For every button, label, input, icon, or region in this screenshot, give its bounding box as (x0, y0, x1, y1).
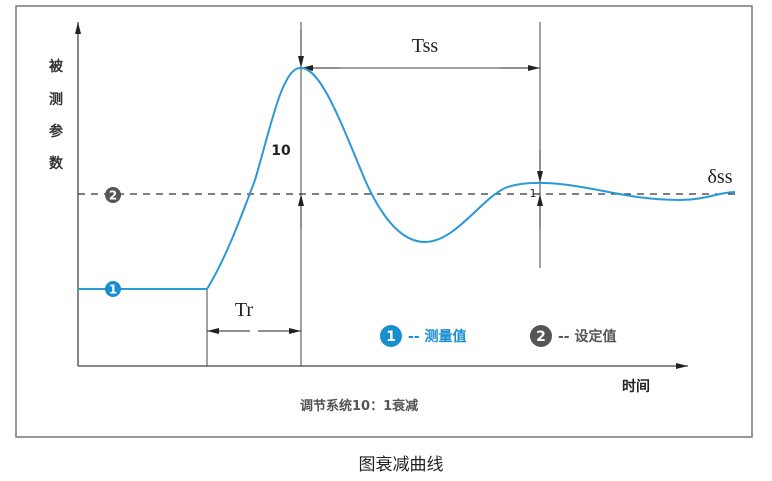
svg-text:1: 1 (386, 329, 396, 345)
svg-text:-- 测量值: -- 测量值 (408, 328, 467, 345)
y-axis-label-char: 数 (49, 155, 64, 172)
measured-curve (78, 66, 736, 290)
subtitle: 调节系统10：1衰减 (300, 398, 418, 414)
measured-marker: 1 (105, 281, 121, 297)
second-amplitude-label: 1 (530, 187, 537, 200)
tss-label: Tss (412, 35, 439, 57)
delta-ss-label: δss (708, 166, 733, 188)
caption: 图衰减曲线 (359, 455, 444, 474)
svg-text:1: 1 (109, 283, 117, 297)
setpoint-marker: 2 (105, 187, 121, 203)
legend-measured: 1 -- 测量值 (380, 325, 467, 347)
y-axis-label-char: 测 (49, 91, 63, 108)
y-axis-label-char: 被 (49, 58, 64, 75)
svg-text:-- 设定值: -- 设定值 (558, 328, 617, 345)
svg-text:2: 2 (536, 329, 546, 345)
x-axis-label: 时间 (622, 378, 650, 395)
tr-label: Tr (235, 299, 254, 321)
svg-text:2: 2 (109, 189, 117, 203)
legend-setpoint: 2 -- 设定值 (530, 325, 617, 347)
y-axis-label-char: 参 (49, 123, 64, 140)
peak-amplitude-label: 10 (271, 143, 291, 159)
diagram-frame (15, 5, 753, 438)
